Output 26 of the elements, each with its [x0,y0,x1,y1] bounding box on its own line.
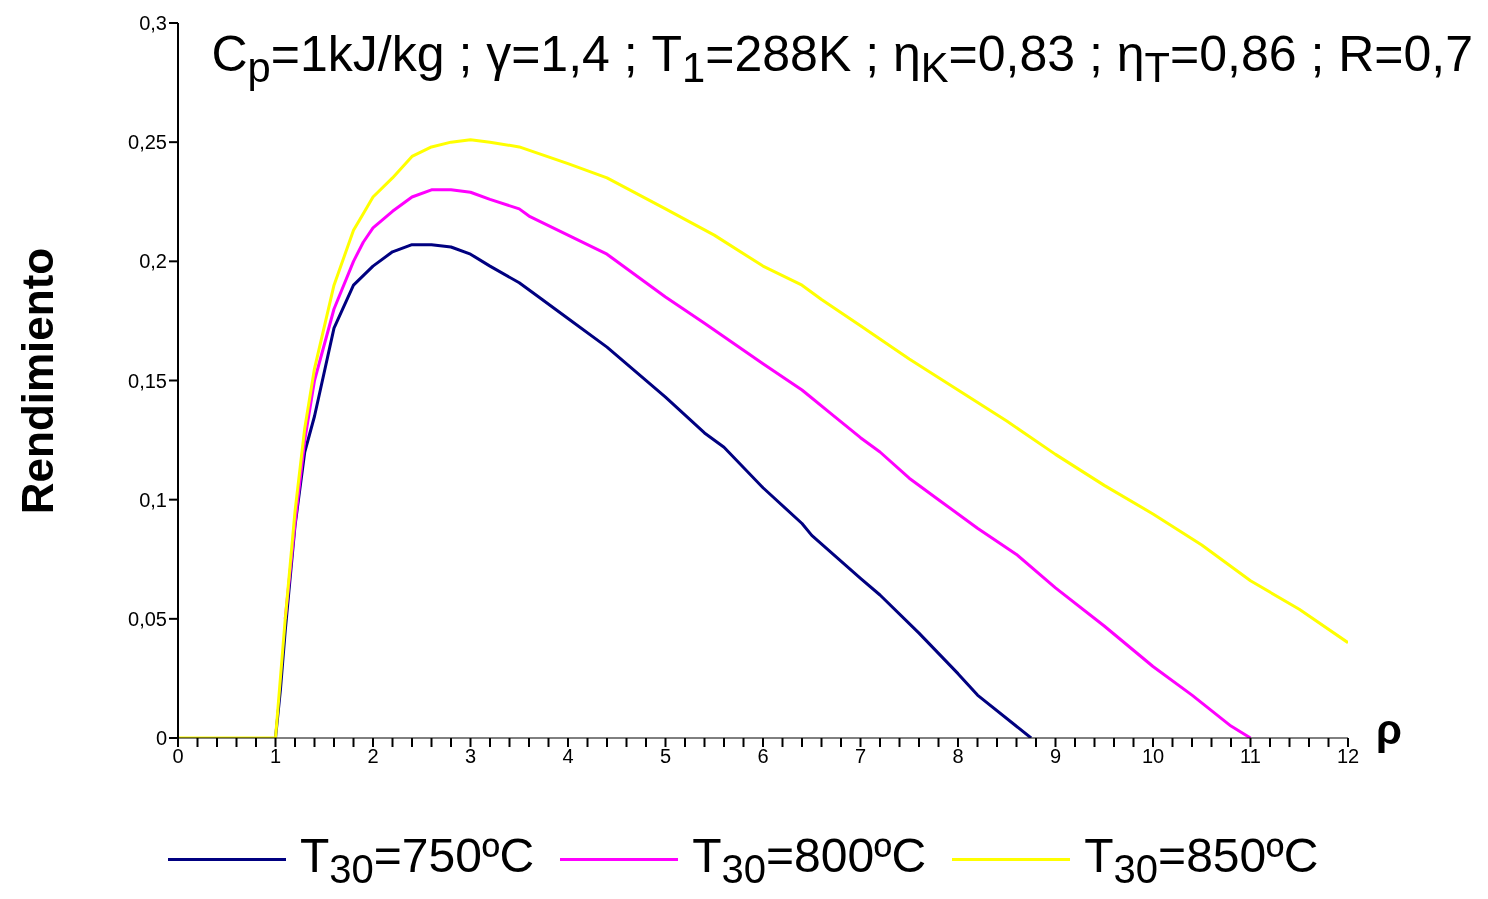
x-tick-label: 8 [952,745,964,768]
legend-label: T$_{30}$=800ºC [692,828,927,892]
legend-label: T$_{30}$=850ºC [1084,828,1319,892]
x-tick-label: 12 [1336,745,1360,768]
x-tick-label: 7 [854,745,867,768]
x-tick-label: 10 [1141,745,1165,768]
y-tick-label: 0 [155,727,167,750]
legend-label: T$_{30}$=750ºC [300,828,535,892]
x-tick-label: 0 [172,745,184,768]
x-tick-label: 2 [367,745,379,768]
y-axis-title: Rendimiento [13,247,63,514]
y-tick-label: 0,05 [128,607,167,630]
x-tick-label: 6 [757,745,769,768]
y-tick-label: 0,2 [139,250,167,273]
y-tick-label: 0,1 [139,488,167,511]
y-tick-label: 0,15 [128,369,167,392]
y-tick-label: 0,3 [139,12,167,35]
x-tick-label: 1 [269,745,282,768]
chart-title: C$_{p}$=1kJ/kg ; γ=1,4 ; T$_{1}$=288K ; η$_{K}$=0,83 ; η$_{T}$=0,86 ; R=0,7 [211,26,1473,91]
x-tick-label: 9 [1049,745,1062,768]
x-tick-label: 5 [659,745,672,768]
y-tick-label: 0,25 [128,131,167,154]
x-tick-label: 11 [1240,745,1261,768]
x-tick-label: 4 [562,745,574,768]
x-tick-label: 3 [464,745,477,768]
x-axis-title: ρ [1376,706,1402,754]
